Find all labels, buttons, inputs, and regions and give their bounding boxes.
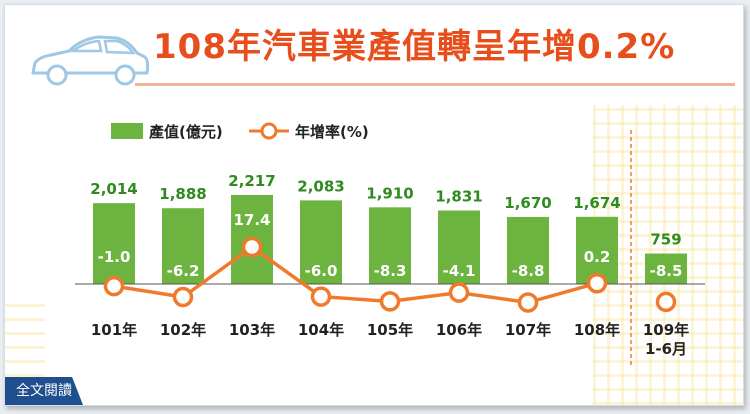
bar-2 [162,208,204,284]
bar-4 [300,200,342,284]
x-tick-label: 105年 [367,321,413,339]
growth-rate-label: -1.0 [98,248,131,266]
growth-rate-label: -6.2 [167,262,200,280]
growth-rate-point [103,275,125,297]
chart-area: 產值(億元) 年增率(%) 2,014 1,888 2,217 2,083 1,910 1,8… [75,122,705,365]
growth-rate-label: -8.5 [650,262,683,280]
growth-rate-point [310,286,332,307]
bar-value-label: 2,217 [228,172,275,190]
bar-7 [507,216,549,284]
legend-line-label: 年增率(%) [295,123,369,141]
bar-value-label: 1,670 [504,194,551,212]
x-tick-label: 103年 [229,321,275,339]
growth-rate-point [448,282,470,303]
x-tick-label: 1-6月 [645,340,687,358]
growth-rate-label: -8.3 [374,262,407,280]
chart-title: 108年汽車業產值轉呈年增0.2% [153,27,676,67]
growth-rate-label: 17.4 [233,211,270,229]
growth-rate-point [517,292,539,313]
x-tick-label: 108年 [574,321,620,339]
chart-card: 108年汽車業產值轉呈年增0.2% 產值(億元) 年增率(%) 2,014 1,888… [4,4,744,406]
x-tick-label: 101年 [91,321,137,339]
bar-8 [576,216,618,284]
bar-value-label: 2,083 [297,177,344,195]
legend-bar-label: 產值(億元) [148,123,223,141]
growth-rate-label: -4.1 [443,262,476,280]
bar-5 [369,207,411,284]
bar-9 [645,253,687,284]
bar-value-label: 1,674 [573,194,620,212]
growth-rate-label: -6.0 [305,262,338,280]
growth-rate-point [241,236,263,258]
bar-6 [438,210,480,284]
bar-value-label: 1,831 [435,187,482,205]
legend-bar-swatch [111,123,143,139]
bar-value-label: 1,888 [159,185,206,203]
title-underline [135,83,735,86]
bar-value-label: 2,014 [90,180,137,198]
growth-rate-label: -8.8 [512,262,545,280]
x-tick-label: 104年 [298,321,344,339]
x-tick-label: 107年 [505,321,551,339]
growth-rate-point [172,286,194,308]
bar-value-label: 1,910 [366,184,413,202]
x-tick-label: 109年 [643,321,689,339]
legend-line-marker [260,122,278,140]
bar-value-label: 759 [650,231,681,249]
car-outline-icon [31,35,150,86]
read-full-text-button[interactable]: 全文閱讀 [5,377,83,405]
x-tick-label: 106年 [436,321,482,339]
growth-rate-point [379,291,401,312]
growth-rate-label: 0.2 [584,248,611,266]
bar-1 [93,203,135,284]
growth-rate-line [113,244,598,305]
growth-rate-point [655,291,677,313]
x-tick-label: 102年 [160,321,206,339]
growth-rate-point [586,272,608,294]
